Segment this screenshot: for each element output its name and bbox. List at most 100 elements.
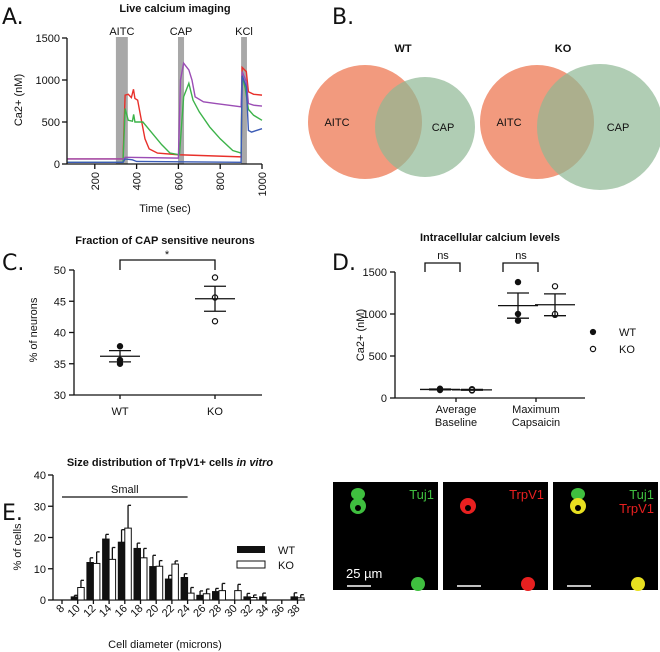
venn-circle-cap [537,64,660,190]
bar-wt [117,541,126,601]
significance-bracket [119,259,216,270]
bar-ko [234,590,242,601]
legend-label-wt: WT [619,327,636,339]
panel-label-b: B. [332,5,354,30]
data-point [551,283,559,290]
data-point [116,343,124,350]
trace-purple [67,61,263,160]
stimulus-bar-aitc [115,37,128,164]
bar-wt [133,547,141,601]
legend-swatch-ko [236,560,266,569]
micrograph-panel [443,482,548,590]
panel-label-d: D. [332,251,356,276]
x-tick-label: 400 [132,172,144,190]
trace-green [67,75,263,164]
x-tick-label: 800 [215,172,227,190]
stimulus-label: AITC [109,26,134,38]
cell-nucleus [355,505,361,511]
stimulus-label: KCl [235,26,253,38]
panel-label-c: C. [2,251,24,276]
data-point [211,318,219,325]
bar-ko [249,597,258,601]
bar-ko [77,587,85,601]
micrograph-panel [333,482,438,590]
x-tick-label: 600 [173,172,185,190]
y-tick-label: 20 [34,533,46,545]
scale-bar-label: 25 µm [346,566,382,581]
venn-label-aitc: AITC [496,117,521,129]
significance-bracket [424,262,461,272]
cell-nucleus [465,505,471,511]
x-tick-label: Maximum [512,404,560,416]
x-tick-label: WT [111,406,128,418]
x-axis-label: Cell diameter (microns) [108,639,222,651]
y-tick-label: 10 [34,564,46,576]
bar-wt [259,596,267,601]
x-tick-label: 8 [54,603,67,616]
x-tick-label: 200 [90,172,102,190]
y-tick-label: 0 [381,393,387,405]
x-tick-label: KO [207,406,223,418]
chart-title: Size distribution of TrpV1+ cells in vit… [67,457,274,469]
cell-nucleus [575,505,581,511]
y-tick-label: 30 [34,501,46,513]
panel-label-e: E. [2,501,23,526]
venn-title: WT [394,43,411,55]
cell-lower [521,577,535,591]
y-tick-label: 500 [42,117,60,129]
channel-label: Tuj1 [409,487,434,502]
y-tick-label: 40 [54,328,66,340]
significance-bracket [502,262,539,272]
chart-title: Intracellular calcium levels [420,232,560,244]
bar-wt [196,594,204,601]
bar-wt [70,596,79,601]
cell-green [571,488,585,500]
x-tick-label: 1000 [257,172,269,196]
chart-title-main: Size distribution of TrpV1+ cells [67,457,234,469]
bar-wt [290,596,298,601]
legend-label-ko: KO [278,560,294,572]
bar-ko [124,527,132,601]
venn-circle-cap [375,77,475,177]
bar-ko [297,597,305,601]
significance-label: ns [437,250,449,262]
bar-ko [218,590,226,601]
bar-ko [202,593,211,601]
channel-label: TrpV1 [619,501,654,516]
bar-wt [212,591,220,601]
y-axis-label: Ca2+ (nM) [13,74,25,126]
data-point [211,274,219,281]
bar-ko [92,562,101,601]
trace-blue [67,75,263,164]
y-tick-label: 45 [54,296,66,308]
bar-wt [86,562,94,601]
venn-label-cap: CAP [432,122,455,134]
y-tick-label: 500 [369,351,387,363]
panel-e-size-distribution: Size distribution of TrpV1+ cells in vit… [12,457,305,651]
x-tick-label: Baseline [435,417,477,429]
venn-label-cap: CAP [607,122,630,134]
cell-lower [631,577,645,591]
bar-ko [187,592,195,601]
y-tick-label: 1500 [363,267,387,279]
legend-swatch-wt [237,546,265,553]
micrograph-panel [553,482,658,590]
chart-title-italic: in vitro [236,457,273,469]
bar-wt [164,578,173,601]
venn-title: KO [555,43,572,55]
data-point [514,278,522,286]
bar-ko [171,563,179,601]
chart-title: Fraction of CAP sensitive neurons [75,235,255,247]
significance-label: ns [515,250,527,262]
bar-ko [140,557,148,601]
stimulus-bar-cap [177,37,185,164]
significance-marker: * [165,249,170,261]
y-tick-label: 50 [54,265,66,277]
y-axis-label: % of neurons [28,297,40,362]
data-point [514,317,522,324]
legend-marker-ko [589,345,597,353]
trace-red [67,65,263,160]
bar-wt [149,566,157,601]
